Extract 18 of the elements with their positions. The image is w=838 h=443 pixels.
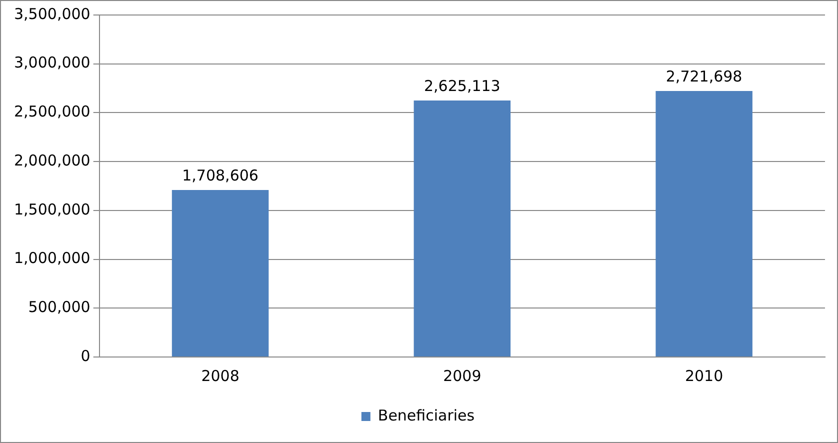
y-tick-label: 2,000,000 <box>14 151 90 170</box>
y-tick-label: 500,000 <box>28 298 90 316</box>
y-tick-label: 3,500,000 <box>14 4 90 23</box>
bar <box>414 100 511 356</box>
bar <box>172 190 269 356</box>
y-tick-label: 3,000,000 <box>14 54 90 72</box>
x-tick-label: 2008 <box>201 366 240 385</box>
x-tick-label: 2009 <box>443 366 482 385</box>
data-label: 2,625,113 <box>424 76 500 95</box>
y-tick-label: 1,500,000 <box>14 200 90 218</box>
data-label: 2,721,698 <box>666 67 742 86</box>
legend-label: Beneficiaries <box>378 406 475 424</box>
x-tick-label: 2010 <box>684 366 724 385</box>
data-label: 1,708,606 <box>182 166 258 184</box>
y-tick-label: 0 <box>80 346 90 365</box>
y-tick-label: 1,000,000 <box>14 249 90 268</box>
bar <box>656 91 752 356</box>
y-tick-label: 2,500,000 <box>14 102 90 121</box>
